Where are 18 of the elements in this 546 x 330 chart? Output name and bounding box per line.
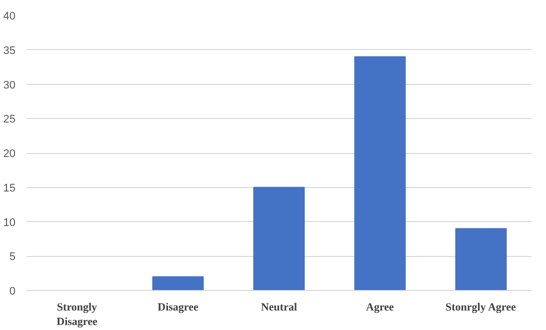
x-tick-label: Agree	[366, 302, 394, 314]
bar	[455, 228, 507, 290]
x-tick-label: Neutral	[260, 302, 298, 314]
y-tick-label: 15	[3, 182, 16, 194]
x-tick-label: Strongly Disagree	[56, 302, 98, 328]
bar	[253, 186, 305, 290]
x-tick-label: Stonrgly Agree	[446, 302, 516, 314]
y-tick-label: 5	[9, 251, 16, 264]
y-tick-label: 0	[9, 286, 16, 298]
y-tick-label: 10	[3, 216, 16, 229]
x-tick-label: Disagree	[158, 302, 198, 314]
y-tick-label: 35	[3, 44, 16, 57]
bar	[152, 276, 204, 290]
y-tick-label: 40	[3, 10, 16, 22]
bar	[354, 56, 406, 290]
y-tick-label: 30	[3, 79, 16, 92]
y-tick-label: 20	[3, 148, 16, 160]
y-tick-label: 25	[3, 114, 16, 126]
